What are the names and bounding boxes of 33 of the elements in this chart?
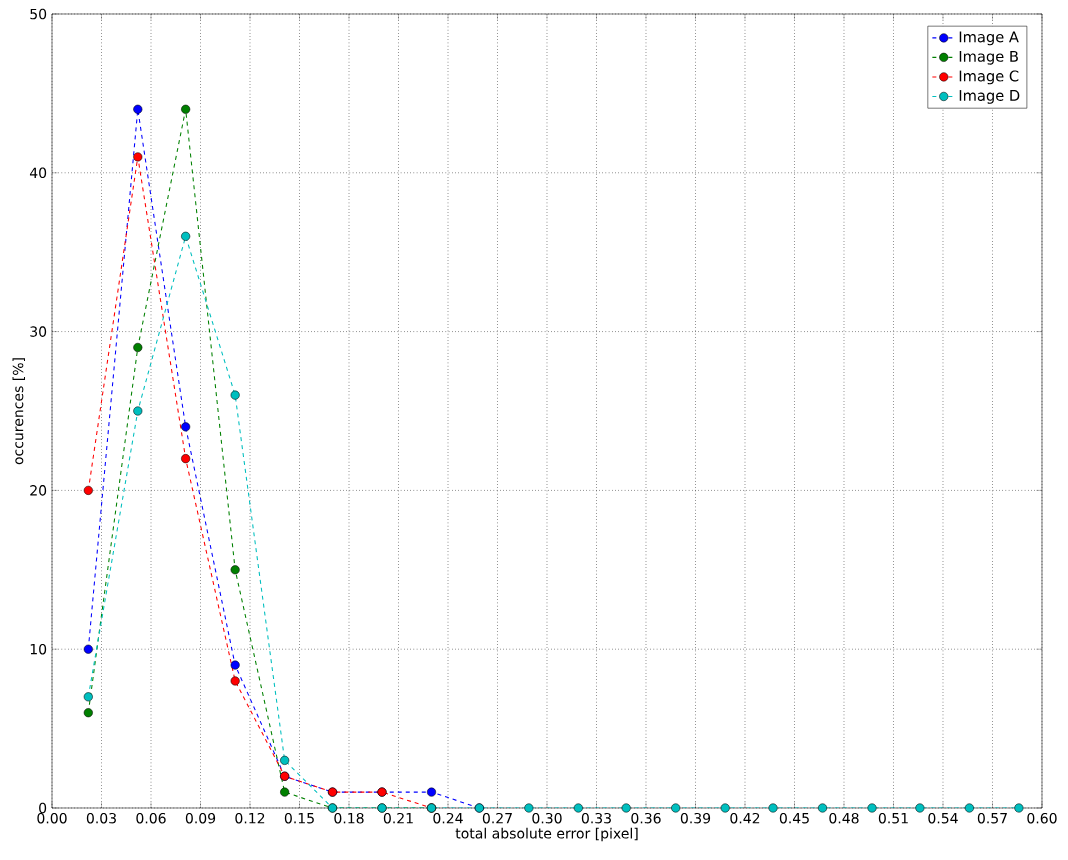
x-tick-label: 0.48 (829, 812, 859, 824)
x-axis-title: total absolute error [pixel] (455, 827, 638, 842)
y-tick-label: 20 (30, 485, 47, 496)
x-tick-label: 0.15 (284, 812, 314, 824)
y-tick-label: 30 (30, 326, 47, 337)
x-tick-label: 0.33 (581, 812, 611, 824)
y-tick-label: 0 (39, 802, 47, 814)
x-tick-label: 0.06 (136, 812, 166, 824)
legend-label: Image C (959, 70, 1019, 85)
y-tick-label: 10 (30, 643, 47, 655)
legend-label: Image D (959, 90, 1020, 104)
x-tick-label: 0.12 (235, 812, 265, 824)
x-tick-label: 0.21 (383, 812, 413, 824)
x-tick-label: 0.18 (334, 812, 364, 824)
x-tick-label: 0.03 (86, 812, 116, 824)
legend-label: Image B (959, 50, 1018, 65)
x-tick-label: 0.45 (779, 812, 809, 824)
x-tick-label: 0.54 (928, 812, 958, 824)
x-tick-label: 0.57 (977, 812, 1007, 824)
x-tick-label: 0.60 (1027, 812, 1057, 824)
x-tick-label: 0.30 (532, 812, 562, 824)
x-tick-label: 0.51 (878, 812, 908, 824)
x-tick-label: 0.36 (631, 812, 661, 824)
y-tick-label: 40 (29, 167, 47, 179)
y-axis-title: occurences [%] (12, 358, 25, 465)
x-tick-label: 0.09 (185, 812, 216, 824)
legend-label: Image A (959, 31, 1019, 46)
y-tick-label: 50 (30, 8, 47, 20)
x-tick-label: 0.39 (680, 812, 711, 824)
x-tick-label: 0.42 (730, 812, 760, 824)
x-tick-label: 0.27 (482, 812, 512, 824)
x-tick-label: 0.24 (433, 812, 463, 824)
x-tick-label: 0.00 (37, 812, 67, 824)
